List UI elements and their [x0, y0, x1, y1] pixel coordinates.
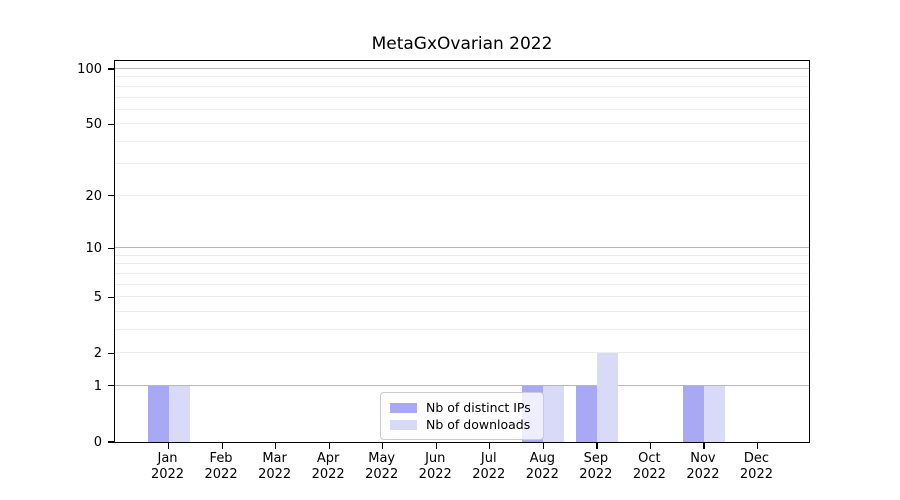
x-tick-label: Dec 2022	[739, 451, 773, 482]
x-tick-mark	[435, 443, 437, 449]
bar-distinct-ips-jan	[147, 385, 169, 442]
gridline-minor	[115, 85, 809, 87]
x-tick-label: Sep 2022	[579, 451, 613, 482]
gridline-minor	[115, 328, 809, 330]
legend-item-distinct-ips: Nb of distinct IPs	[390, 399, 533, 416]
x-tick-mark	[542, 443, 544, 449]
x-tick-label: Nov 2022	[686, 451, 720, 482]
gridline-minor	[115, 272, 809, 274]
bar-downloads-aug	[543, 385, 565, 442]
x-tick-label: Oct 2022	[632, 451, 666, 482]
bar-distinct-ips-sep	[575, 385, 597, 442]
gridline-major	[115, 247, 809, 249]
y-tick-label: 10	[85, 241, 102, 257]
x-tick-mark	[756, 443, 759, 449]
y-tick-label: 20	[85, 188, 102, 204]
legend-swatch-distinct-ips	[390, 402, 417, 413]
y-tick-mark	[108, 68, 114, 70]
legend-swatch-downloads	[390, 419, 417, 430]
x-tick-mark	[703, 443, 705, 449]
gridline-minor	[115, 352, 809, 354]
gridline-minor	[115, 163, 809, 165]
gridline-minor	[115, 76, 809, 78]
y-tick-label: 0	[93, 435, 102, 450]
x-tick-mark	[275, 443, 277, 449]
x-tick-mark	[596, 443, 598, 449]
x-tick-mark	[221, 443, 223, 449]
gridline-minor	[115, 296, 809, 298]
x-tick-label: Aug 2022	[525, 451, 559, 482]
x-tick-mark	[168, 443, 170, 449]
bar-downloads-sep	[596, 353, 618, 442]
legend-label-distinct-ips: Nb of distinct IPs	[426, 400, 531, 415]
legend-label-downloads: Nb of downloads	[426, 417, 531, 432]
plot-area: Nb of distinct IPs Nb of downloads	[108, 60, 810, 449]
y-tick-label: 50	[85, 117, 102, 133]
y-tick-label: 5	[93, 290, 102, 306]
gridline-minor	[115, 140, 809, 142]
x-tick-mark	[328, 443, 330, 449]
y-tick-mark	[108, 385, 114, 387]
y-tick-label: 2	[93, 346, 102, 362]
y-tick-mark	[108, 352, 114, 354]
legend: Nb of distinct IPs Nb of downloads	[380, 392, 544, 440]
x-tick-label: May 2022	[365, 451, 399, 482]
gridline-major	[115, 68, 809, 69]
y-tick-mark	[108, 296, 114, 298]
gridline-minor	[115, 194, 809, 196]
x-tick-mark	[649, 443, 652, 449]
bar-downloads-jan	[168, 385, 190, 442]
gridline-minor	[115, 283, 809, 285]
bar-downloads-nov	[703, 385, 725, 442]
y-tick-label: 100	[77, 62, 102, 77]
x-tick-mark	[489, 443, 491, 449]
x-tick-mark	[382, 443, 384, 449]
legend-item-downloads: Nb of downloads	[390, 416, 533, 433]
gridline-minor	[115, 263, 809, 265]
y-tick-mark	[108, 195, 114, 197]
gridline-minor	[115, 108, 809, 110]
gridline-minor	[115, 123, 809, 125]
gridline-major	[115, 384, 809, 386]
x-tick-label: Apr 2022	[311, 451, 345, 482]
chart-title: MetaGxOvarian 2022	[371, 34, 553, 54]
y-tick-label: 1	[93, 378, 102, 394]
x-tick-label: Jan 2022	[150, 451, 185, 482]
x-tick-label: Mar 2022	[258, 451, 292, 482]
gridline-minor	[115, 96, 809, 98]
bar-distinct-ips-nov	[682, 385, 704, 442]
gridline-minor	[115, 254, 809, 256]
x-tick-label: Jul 2022	[472, 451, 506, 482]
x-tick-label: Feb 2022	[204, 451, 238, 482]
x-tick-label: Jun 2022	[418, 451, 452, 482]
y-tick-mark	[108, 441, 114, 443]
gridline-minor	[115, 310, 809, 312]
y-tick-mark	[108, 123, 114, 125]
y-tick-mark	[108, 247, 114, 249]
